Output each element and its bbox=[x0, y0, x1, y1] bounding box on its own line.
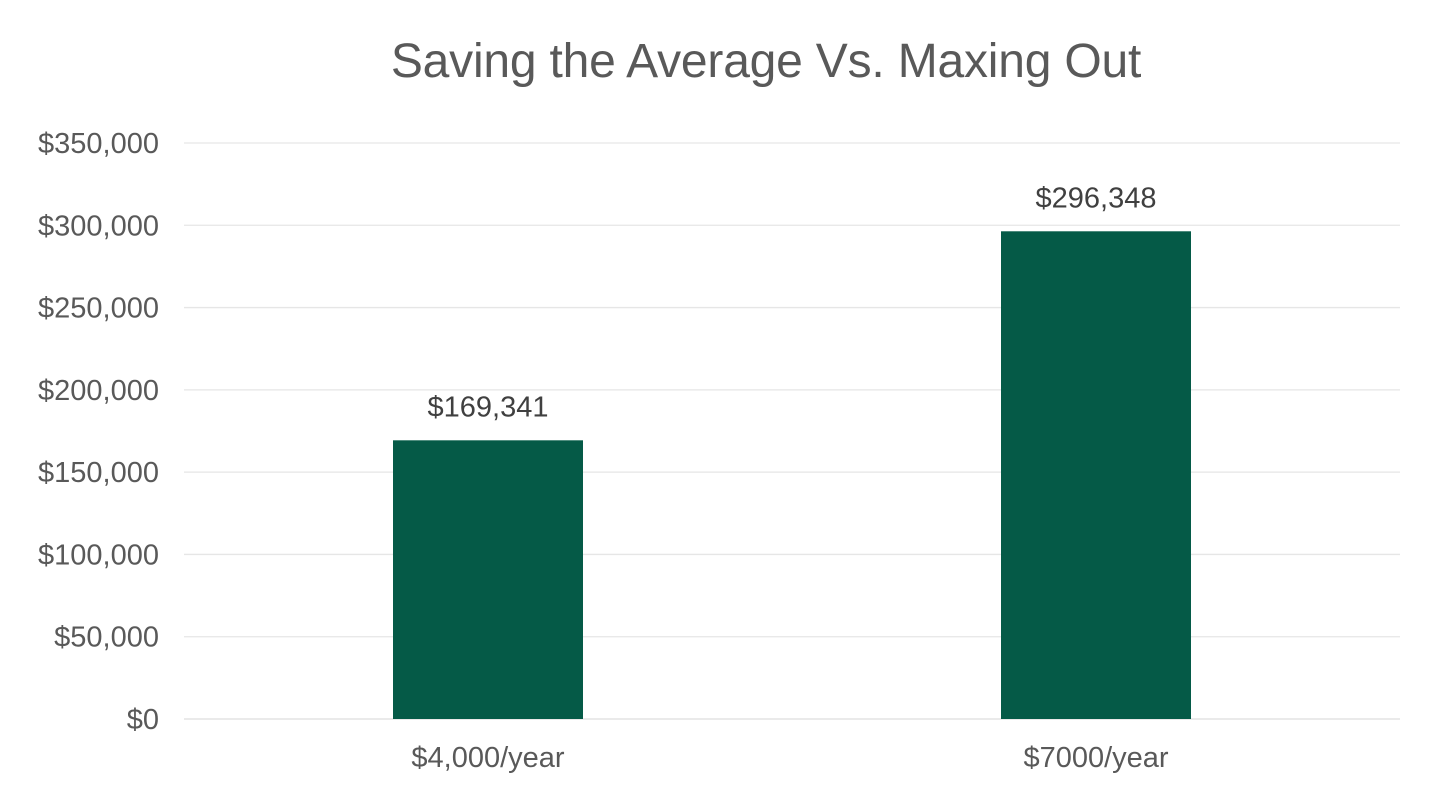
y-tick-label: $150,000 bbox=[38, 457, 159, 489]
x-tick-label: $7000/year bbox=[1023, 742, 1168, 774]
y-tick-label: $250,000 bbox=[38, 293, 159, 325]
y-tick-label: $200,000 bbox=[38, 375, 159, 407]
y-tick-label: $50,000 bbox=[54, 622, 159, 654]
x-axis-tick-labels: $4,000/year $7000/year bbox=[411, 742, 1168, 774]
y-tick-label: $100,000 bbox=[38, 539, 159, 571]
y-tick-label: $300,000 bbox=[38, 210, 159, 242]
bar bbox=[1001, 231, 1191, 719]
data-label: $296,348 bbox=[1036, 182, 1157, 214]
chart-title: Saving the Average Vs. Maxing Out bbox=[390, 35, 1142, 88]
y-tick-label: $0 bbox=[127, 704, 159, 736]
data-label: $169,341 bbox=[428, 391, 549, 423]
y-axis-tick-labels: $0 $50,000 $100,000 $150,000 $200,000 $250,00… bbox=[38, 128, 159, 736]
y-tick-label: $350,000 bbox=[38, 128, 159, 160]
gridlines bbox=[184, 142, 1400, 720]
bars bbox=[393, 231, 1191, 719]
bar bbox=[393, 440, 583, 719]
x-tick-label: $4,000/year bbox=[411, 742, 565, 774]
data-labels: $169,341 $296,348 bbox=[428, 182, 1157, 423]
